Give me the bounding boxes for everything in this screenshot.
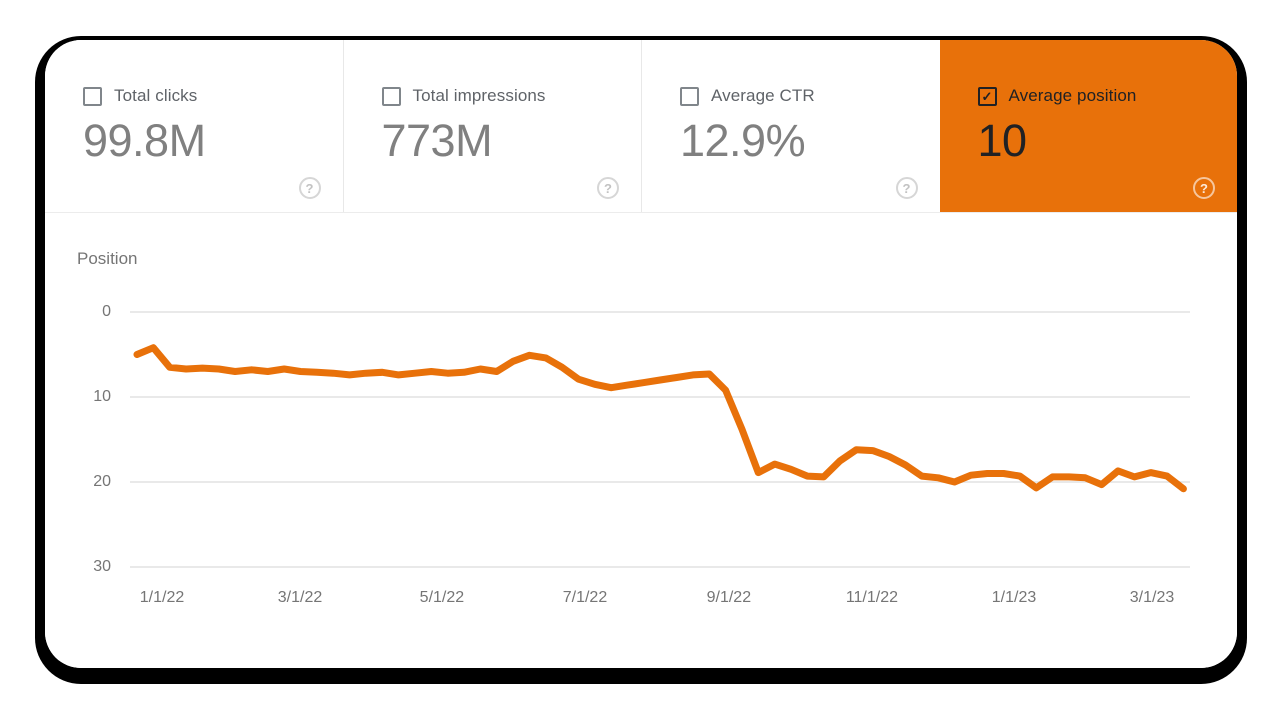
metric-card-average-position[interactable]: ✓ Average position 10 ? <box>939 40 1237 212</box>
question-mark-glyph: ? <box>604 180 612 196</box>
checkbox-unchecked-icon[interactable] <box>381 86 401 106</box>
y-axis-tick-label: 20 <box>93 473 111 490</box>
y-axis-tick-label: 10 <box>93 388 111 405</box>
metric-label: Average position <box>1008 86 1137 105</box>
checkbox-unchecked-icon[interactable] <box>83 86 102 106</box>
metric-card-total-clicks[interactable]: Total clicks 99.8M ? <box>45 40 343 212</box>
metric-header: Total impressions <box>381 86 618 106</box>
metric-value: 773M <box>381 115 493 166</box>
help-icon[interactable]: ? <box>298 177 321 199</box>
position-line-chart: Position 0 10 20 30 1/1/22 3/1/22 5/1/22 7/1/22… <box>45 213 1237 668</box>
chart-plot <box>130 311 1190 568</box>
metric-card-average-ctr[interactable]: Average CTR 12.9% ? <box>641 40 940 212</box>
metric-value: 99.8M <box>83 115 206 166</box>
metric-value: 12.9% <box>680 115 806 166</box>
checkbox-unchecked-icon[interactable] <box>680 86 699 106</box>
metric-card-total-impressions[interactable]: Total impressions 773M ? <box>342 40 641 212</box>
y-axis-title: Position <box>77 249 138 268</box>
x-axis-tick-label: 9/1/22 <box>706 589 752 606</box>
metric-label: Total clicks <box>114 86 198 105</box>
checkbox-checked-icon[interactable]: ✓ <box>977 86 997 106</box>
help-icon[interactable]: ? <box>895 177 918 199</box>
question-mark-glyph: ? <box>902 180 911 196</box>
help-icon[interactable]: ? <box>597 177 619 199</box>
average-position-line[interactable] <box>133 344 1187 493</box>
x-axis-tick-label: 1/1/23 <box>991 589 1037 606</box>
metric-header: ✓ Average position <box>977 86 1214 106</box>
x-axis-tick-label: 3/1/23 <box>1129 589 1175 606</box>
performance-report-card: Total clicks 99.8M ? Total impressions 7… <box>45 40 1237 668</box>
metrics-row: Total clicks 99.8M ? Total impressions 7… <box>45 40 1237 213</box>
y-axis-tick-label: 30 <box>93 558 111 575</box>
question-mark-glyph: ? <box>1200 180 1208 196</box>
x-axis-tick-label: 3/1/22 <box>277 589 323 606</box>
metric-header: Average CTR <box>680 86 916 106</box>
help-icon[interactable]: ? <box>1193 177 1215 199</box>
metric-label: Total impressions <box>412 86 546 105</box>
x-axis-tick-label: 7/1/22 <box>562 589 608 606</box>
metric-value: 10 <box>977 115 1028 166</box>
x-axis-tick-label: 5/1/22 <box>419 589 465 606</box>
metric-header: Total clicks <box>83 86 319 106</box>
metric-label: Average CTR <box>711 86 815 105</box>
x-axis-tick-label: 11/1/22 <box>845 589 899 606</box>
x-axis-tick-label: 1/1/22 <box>139 589 185 606</box>
question-mark-glyph: ? <box>305 180 314 196</box>
y-axis-tick-label: 0 <box>102 303 111 320</box>
